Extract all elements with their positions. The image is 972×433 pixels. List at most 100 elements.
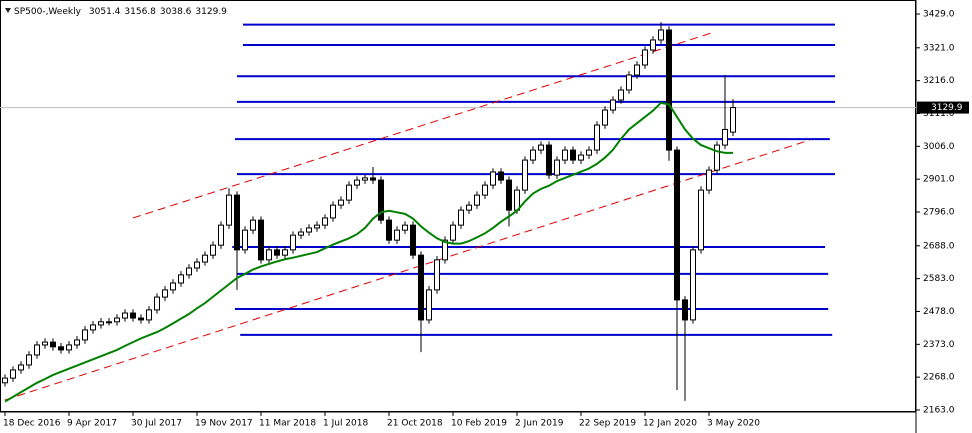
x-tick-label: 10 Feb 2019 (451, 419, 507, 429)
candle-body (546, 144, 552, 176)
candle-body (418, 254, 424, 321)
candle-body (154, 296, 160, 311)
y-tick-label: 2796.0 (923, 208, 955, 218)
candle-body (322, 217, 328, 226)
close-value: 3129.9 (195, 7, 227, 17)
x-tick-label: 30 Jul 2017 (131, 419, 182, 429)
candle-body (626, 74, 632, 91)
y-tick-label: 2373.0 (923, 340, 955, 350)
candle-body (458, 209, 464, 226)
candle-body (594, 124, 600, 151)
candle-body (490, 171, 496, 186)
candle-body (138, 317, 144, 321)
open-value: 3051.4 (89, 7, 121, 17)
candle-body (450, 224, 456, 241)
candle-body (682, 299, 688, 321)
candle-body (2, 377, 8, 384)
candle-body (58, 346, 64, 351)
candle-body (74, 339, 80, 346)
candle-body (210, 244, 216, 256)
candle-body (354, 179, 360, 186)
candle-body (402, 224, 408, 231)
candle-body (442, 239, 448, 261)
candle-body (370, 177, 376, 181)
x-tick-label: 21 Oct 2018 (387, 419, 443, 429)
candle-body (618, 89, 624, 101)
candle-body (338, 199, 344, 206)
chart-header: SP500-,Weekly 3051.4 3156.8 3038.6 3129.9 (14, 7, 227, 17)
candle-body (66, 344, 72, 351)
x-tick-label: 1 Jul 2018 (323, 419, 368, 429)
candle-body (298, 231, 304, 236)
x-tick-label: 11 Mar 2018 (259, 419, 316, 429)
candle-body (426, 289, 432, 321)
header-icon (5, 8, 11, 13)
candle-body (570, 149, 576, 161)
price-label: 3129.9 (931, 103, 963, 113)
candle-body (466, 204, 472, 211)
candle-body (474, 194, 480, 206)
candle-body (578, 154, 584, 161)
candle-body (274, 249, 280, 256)
y-tick-label: 2163.0 (923, 405, 955, 415)
y-tick-label: 3321.0 (923, 43, 955, 53)
candle-body (642, 49, 648, 66)
y-tick-label: 3429.0 (923, 10, 955, 20)
candle-body (362, 177, 368, 181)
candle-body (666, 29, 672, 151)
candle-body (346, 184, 352, 201)
x-tick-label: 12 Jan 2020 (643, 419, 697, 429)
candle-body (306, 227, 312, 233)
candle-body (122, 312, 128, 319)
x-tick-label: 3 May 2020 (707, 419, 760, 429)
candle-body (538, 144, 544, 151)
candle-body (162, 289, 168, 298)
candle-body (314, 224, 320, 229)
candle-body (394, 229, 400, 241)
candle-body (386, 219, 392, 241)
candle-body (722, 128, 728, 146)
candle-body (106, 321, 112, 324)
candle-body (10, 369, 16, 379)
candle-body (266, 249, 272, 261)
candle-body (586, 149, 592, 156)
candle-body (610, 99, 616, 111)
y-tick-label: 2268.0 (923, 373, 955, 383)
candle-body (170, 282, 176, 291)
candle-body (90, 324, 96, 331)
candle-body (698, 189, 704, 251)
candle-body (194, 261, 200, 269)
candle-body (330, 204, 336, 219)
candle-body (258, 219, 264, 261)
y-tick-label: 3216.0 (923, 76, 955, 86)
moving-average (4, 101, 733, 403)
y-tick-label: 3006.0 (923, 142, 955, 152)
candle-body (498, 171, 504, 181)
candle-body (50, 341, 56, 348)
candle-body (410, 224, 416, 256)
candle-body (226, 194, 232, 226)
candle-body (202, 254, 208, 263)
x-tick-label: 22 Sep 2019 (579, 419, 636, 429)
candle-body (34, 344, 40, 356)
candle-body (714, 144, 720, 171)
candle-body (282, 249, 288, 256)
candle-body (378, 179, 384, 221)
y-tick-label: 2583.0 (923, 274, 955, 284)
candle-body (290, 234, 296, 251)
high-value: 3156.8 (124, 7, 156, 17)
low-value: 3038.6 (160, 7, 192, 17)
trend-line (132, 31, 716, 219)
candle-body (522, 159, 528, 191)
candle-body (602, 109, 608, 126)
candle-body (706, 169, 712, 191)
candle-body (186, 267, 192, 276)
candle-body (650, 39, 656, 51)
candle-body (434, 259, 440, 291)
candle-body (42, 341, 48, 346)
x-tick-label: 9 Apr 2017 (67, 419, 117, 429)
candle-body (554, 159, 560, 176)
x-tick-label: 2 Jun 2019 (515, 419, 564, 429)
candle-body (114, 317, 120, 323)
